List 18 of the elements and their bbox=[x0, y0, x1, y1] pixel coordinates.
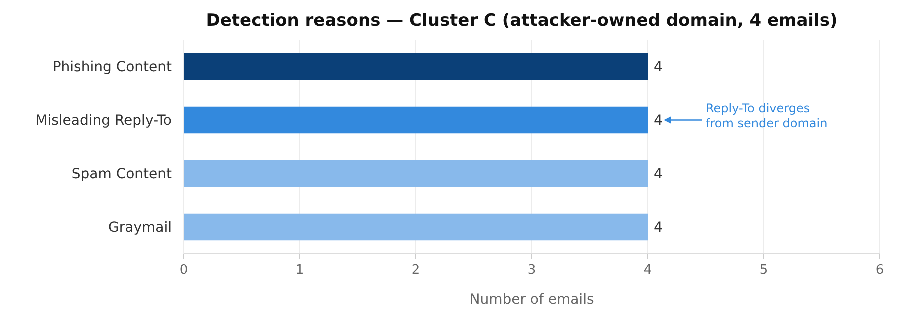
x-axis-title: Number of emails bbox=[470, 292, 594, 308]
data-label: 4 bbox=[654, 60, 663, 76]
chart-title: Detection reasons — Cluster C (attacker-owned domain, 4 emails) bbox=[206, 11, 838, 31]
annotation: Reply-To diverges from sender domain bbox=[706, 101, 828, 130]
y-tick-label: Phishing Content bbox=[52, 60, 173, 76]
y-tick-label: Spam Content bbox=[72, 166, 173, 183]
x-tick-label: 6 bbox=[876, 263, 884, 278]
data-label: 4 bbox=[654, 166, 663, 183]
y-tick-label: Graymail bbox=[108, 220, 172, 236]
data-label: 4 bbox=[654, 113, 663, 130]
data-label: 4 bbox=[654, 220, 663, 236]
x-tick-label: 5 bbox=[760, 263, 768, 278]
x-tick-label: 1 bbox=[296, 263, 304, 278]
y-tick-label: Misleading Reply-To bbox=[36, 113, 172, 130]
x-tick-label: 0 bbox=[180, 263, 188, 278]
x-tick-label: 3 bbox=[528, 263, 536, 278]
x-tick-label: 4 bbox=[644, 263, 652, 278]
x-tick-label: 2 bbox=[412, 263, 420, 278]
